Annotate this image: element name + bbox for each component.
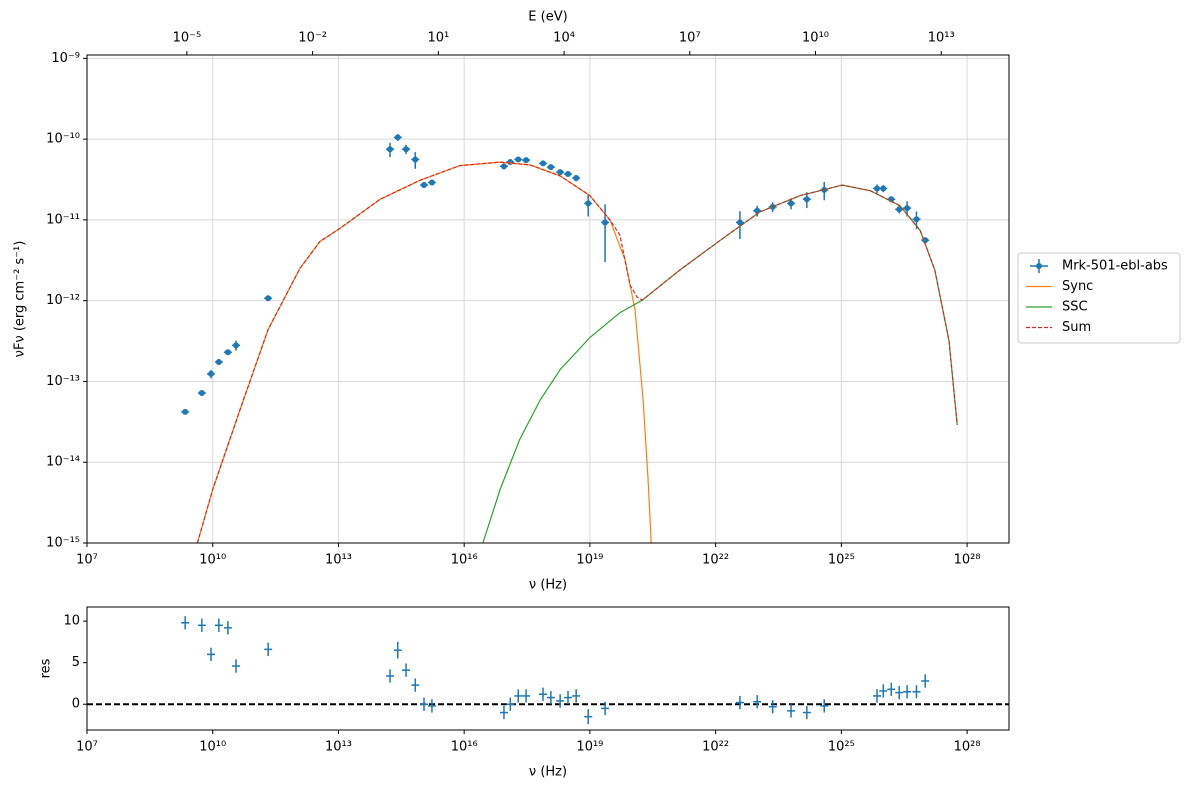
x2-tick-label: 10⁻⁵ (173, 31, 202, 46)
x-tick-label: 10¹³ (325, 740, 352, 755)
x-tick-label: 10²⁵ (828, 740, 855, 755)
x-tick-label: 10²⁸ (954, 553, 981, 568)
data-point (412, 156, 419, 163)
x-tick-label: 10²² (702, 740, 729, 755)
data-point (896, 206, 903, 213)
data-point (874, 185, 881, 192)
y-tick-label: 0 (72, 697, 80, 712)
data-point (547, 164, 554, 171)
data-point (215, 359, 222, 366)
axes-frame (86, 606, 1010, 731)
x-tick-label: 10¹⁹ (576, 740, 603, 755)
y-tick-label: 10⁻¹⁴ (46, 455, 80, 470)
x2-tick-label: 10⁷ (679, 31, 701, 46)
data-point (428, 179, 435, 186)
x-tick-label: 10¹⁶ (451, 553, 478, 568)
data-point (788, 200, 795, 207)
legend-label: Sync (1062, 279, 1093, 294)
x-tick-label: 10¹⁶ (451, 740, 478, 755)
data-point (602, 219, 609, 226)
x-axis-label: ν (Hz) (529, 765, 567, 780)
x-tick-label: 10⁷ (76, 553, 98, 568)
data-point (803, 196, 810, 203)
data-point (557, 169, 564, 176)
axes-frame (86, 54, 1010, 544)
data-point (904, 205, 911, 212)
x2-tick-label: 10¹ (427, 31, 449, 46)
data-point (507, 159, 514, 166)
y-tick-label: 10⁻¹¹ (46, 212, 80, 227)
data-point (564, 170, 571, 177)
legend-label: Sum (1062, 320, 1091, 335)
data-point (421, 182, 428, 189)
legend-box (1017, 252, 1181, 344)
data-point (265, 295, 272, 302)
y-tick-label: 10⁻⁹ (51, 51, 80, 66)
data-point (573, 175, 580, 182)
data-point (394, 134, 401, 141)
data-point (880, 185, 887, 192)
y-axis-label: res (39, 658, 54, 678)
data-point (523, 157, 530, 164)
x-tick-label: 10¹³ (325, 553, 352, 568)
y-tick-label: 10⁻¹⁰ (46, 132, 80, 147)
legend-swatch (1036, 263, 1042, 269)
model-line (196, 161, 958, 544)
x-tick-label: 10⁷ (76, 740, 98, 755)
data-point (736, 219, 743, 226)
data-point (198, 389, 205, 396)
x2-tick-label: 10¹⁰ (802, 31, 829, 46)
data-point (182, 408, 189, 415)
data-point (500, 163, 507, 170)
y-tick-label: 10⁻¹² (46, 293, 80, 308)
legend-label: SSC (1062, 300, 1088, 315)
x-tick-label: 10¹⁹ (576, 553, 603, 568)
x-tick-label: 10²² (702, 553, 729, 568)
data-point (913, 216, 920, 223)
legend-label: Mrk-501-ebl-abs (1062, 259, 1168, 274)
x2-tick-label: 10⁻² (298, 31, 327, 46)
x2-tick-label: 10¹³ (928, 31, 955, 46)
y-tick-label: 10 (63, 614, 80, 629)
x-tick-label: 10¹⁰ (199, 740, 226, 755)
x-tick-label: 10²⁵ (828, 553, 855, 568)
data-point (585, 200, 592, 207)
x2-axis-label: E (eV) (528, 10, 567, 25)
y-tick-label: 10⁻¹³ (46, 374, 80, 389)
data-point (224, 349, 231, 356)
x-axis-label: ν (Hz) (529, 578, 567, 593)
y-axis-label: νFν (erg cm⁻² s⁻¹) (13, 241, 28, 358)
x-tick-label: 10¹⁰ (199, 553, 226, 568)
x2-tick-label: 10⁴ (553, 31, 575, 46)
data-point (208, 370, 215, 377)
data-point (515, 156, 522, 163)
data-point (540, 160, 547, 167)
y-tick-label: 5 (72, 655, 80, 670)
data-point (233, 342, 240, 349)
data-point (387, 146, 394, 153)
data-point (403, 146, 410, 153)
x-tick-label: 10²⁸ (954, 740, 981, 755)
y-tick-label: 10⁻¹⁵ (46, 536, 80, 551)
